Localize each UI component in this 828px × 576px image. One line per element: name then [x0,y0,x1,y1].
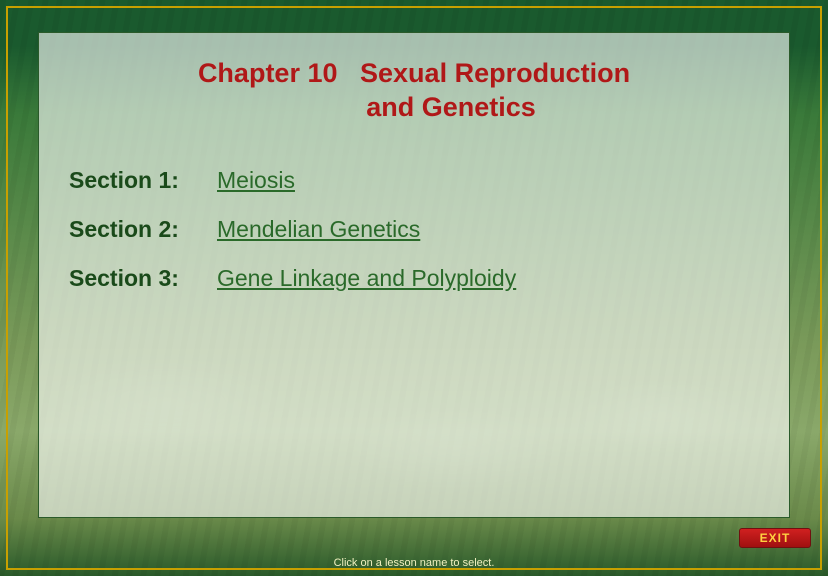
chapter-title-part-1: Sexual Reproduction [360,58,630,88]
exit-button-label: EXIT [760,531,791,545]
exit-button[interactable]: EXIT [739,528,811,548]
section-link-mendelian-genetics[interactable]: Mendelian Genetics [217,216,420,243]
section-label: Section 3: [69,265,217,292]
section-link-gene-linkage[interactable]: Gene Linkage and Polyploidy [217,265,516,292]
content-panel: Chapter 10 Sexual Reproduction and Genet… [38,32,790,518]
footer-instruction: Click on a lesson name to select. [0,557,828,569]
chapter-number: Chapter 10 [198,58,338,88]
section-link-meiosis[interactable]: Meiosis [217,167,295,194]
section-list: Section 1: Meiosis Section 2: Mendelian … [69,167,759,292]
chapter-heading: Chapter 10 Sexual Reproduction and Genet… [69,57,759,125]
section-row: Section 1: Meiosis [69,167,759,194]
section-row: Section 3: Gene Linkage and Polyploidy [69,265,759,292]
chapter-title-line-1: Chapter 10 Sexual Reproduction [69,57,759,91]
section-label: Section 1: [69,167,217,194]
chapter-title-line-2: and Genetics [69,91,759,125]
section-row: Section 2: Mendelian Genetics [69,216,759,243]
section-label: Section 2: [69,216,217,243]
